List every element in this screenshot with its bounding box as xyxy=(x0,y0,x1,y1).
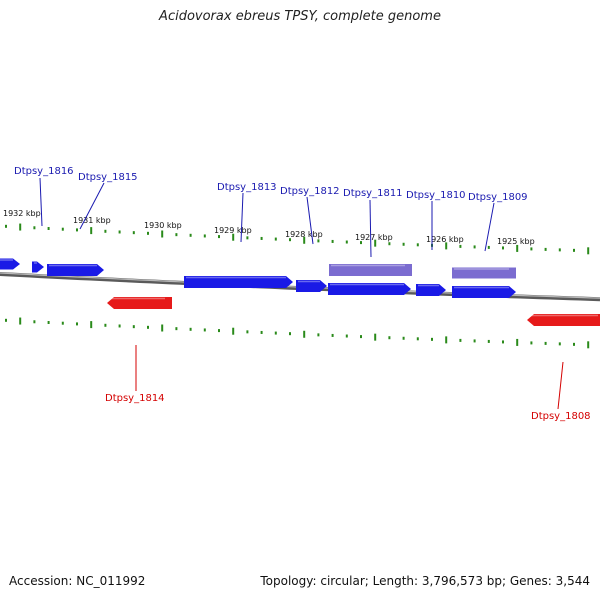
scale-tick-label: 1929 kbp xyxy=(214,226,252,235)
gene-label: Dtpsy_1808 xyxy=(531,411,591,422)
gene-label: Dtpsy_1812 xyxy=(280,186,340,197)
gene-label: Dtpsy_1813 xyxy=(217,182,277,193)
gene-leader-line xyxy=(79,182,105,230)
gene-arrow xyxy=(107,297,172,309)
gene-arrow xyxy=(184,276,293,288)
scale-tick-label: 1931 kbp xyxy=(73,216,111,225)
gene-label: Dtpsy_1809 xyxy=(468,192,528,203)
gene-arrow xyxy=(527,314,600,326)
scale-tick-label: 1925 kbp xyxy=(497,237,535,246)
gene-arrow xyxy=(452,286,516,298)
gene-leader-line xyxy=(369,199,372,258)
page-title: Acidovorax ebreus TPSY, complete genome xyxy=(159,9,441,24)
genome-stats: Topology: circular; Length: 3,796,573 bp… xyxy=(260,574,590,588)
gene-label: Dtpsy_1814 xyxy=(105,393,165,404)
gene-leader-line xyxy=(484,202,495,252)
scale-tick-label: 1930 kbp xyxy=(144,221,182,230)
gene-leader-line xyxy=(39,177,43,227)
scale-tick-label: 1926 kbp xyxy=(426,235,464,244)
scale-tick-label: 1928 kbp xyxy=(285,230,323,239)
gene-arrow xyxy=(296,280,327,292)
gene-arrow xyxy=(416,284,446,296)
gene-label: Dtpsy_1816 xyxy=(14,166,74,177)
gene-label: Dtpsy_1811 xyxy=(343,188,403,199)
gene-arrow xyxy=(328,283,411,295)
gene-leader-line xyxy=(240,192,244,243)
scale-tick-label: 1932 kbp xyxy=(3,209,41,218)
accession-label: Accession: NC_011992 xyxy=(9,574,146,588)
scale-tick-label: 1927 kbp xyxy=(355,233,393,242)
gene-arrow xyxy=(47,264,104,276)
gene-label: Dtpsy_1810 xyxy=(406,190,466,201)
gene-label: Dtpsy_1815 xyxy=(78,172,138,183)
gene-leader-line xyxy=(557,361,564,410)
gene-arrow xyxy=(0,258,20,270)
gene-arrow xyxy=(32,261,44,273)
gene-arrow xyxy=(452,267,516,279)
gene-arrow xyxy=(329,264,412,276)
gene-leader-line xyxy=(306,196,314,245)
